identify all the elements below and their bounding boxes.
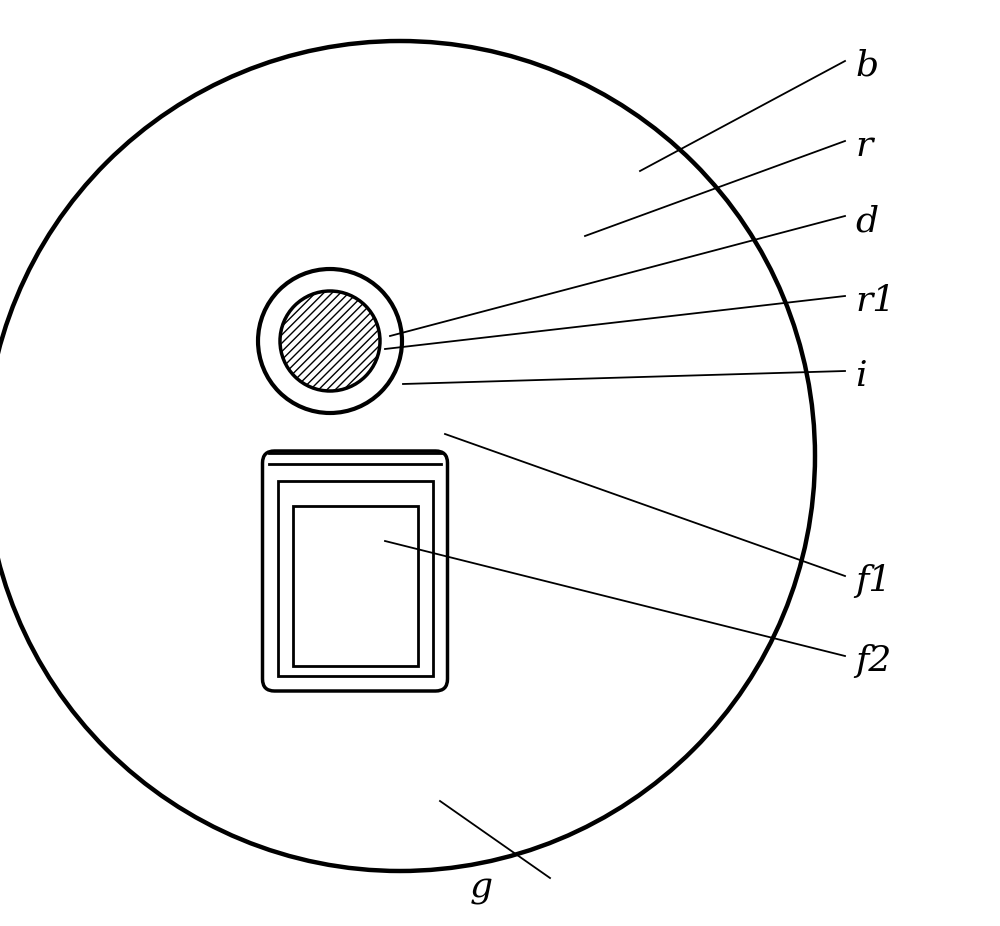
Text: b: b [855, 49, 878, 83]
Circle shape [258, 269, 402, 413]
Text: g: g [470, 871, 493, 905]
Text: r1: r1 [855, 284, 895, 318]
Bar [292, 506, 418, 666]
Text: f2: f2 [855, 644, 891, 678]
Circle shape [280, 291, 380, 391]
Text: r: r [855, 129, 872, 163]
Text: d: d [855, 204, 878, 238]
Bar [278, 481, 432, 675]
Text: i: i [855, 359, 867, 393]
FancyBboxPatch shape [262, 451, 447, 691]
Text: f1: f1 [855, 564, 891, 598]
